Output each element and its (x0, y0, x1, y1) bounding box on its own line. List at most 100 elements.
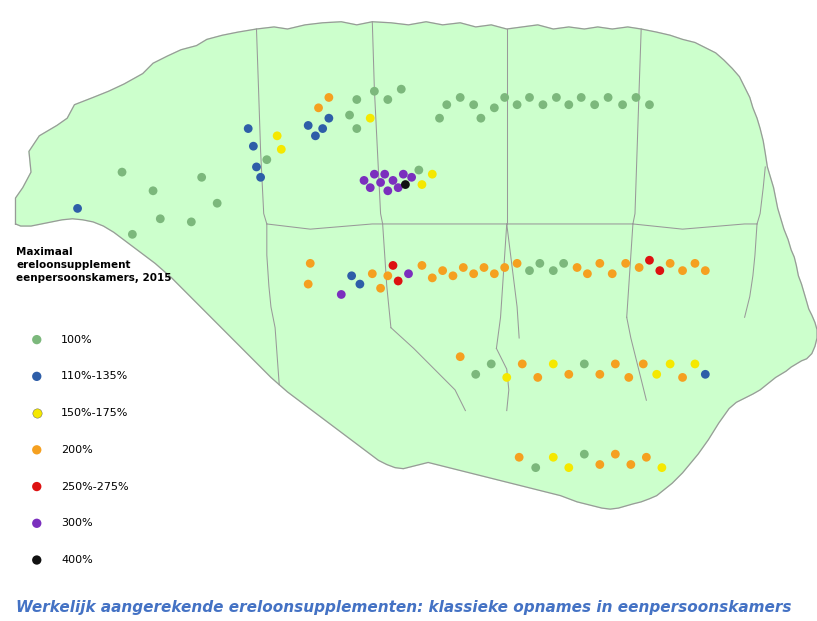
Point (547, 452, 560, 462)
Point (415, 260, 428, 270)
Point (676, 373, 689, 383)
Point (574, 93, 587, 102)
Point (650, 369, 663, 379)
Point (655, 463, 668, 473)
Point (378, 169, 391, 179)
Point (562, 463, 575, 473)
Text: Werkelijk aangerekende ereloonsupplementen: klassieke opnames in eenpersoonskame: Werkelijk aangerekende ereloonsupplement… (16, 600, 792, 615)
Point (354, 279, 367, 289)
Point (413, 165, 426, 175)
Polygon shape (16, 22, 817, 509)
Point (350, 94, 364, 104)
Point (629, 93, 642, 102)
Point (30, 445, 43, 455)
Point (457, 263, 470, 273)
Point (537, 100, 550, 110)
Point (498, 263, 511, 273)
Point (301, 279, 315, 289)
Point (382, 271, 395, 281)
Point (440, 100, 453, 110)
Point (374, 178, 387, 188)
Point (453, 93, 467, 102)
Point (405, 173, 418, 183)
Point (523, 266, 536, 276)
Text: 300%: 300% (61, 519, 93, 528)
Point (609, 449, 622, 459)
Point (382, 94, 395, 104)
Point (699, 369, 712, 379)
Point (304, 258, 317, 268)
Text: Maximaal
ereloonsupplement
eenpersoonskamers, 2015: Maximaal ereloonsupplement eenpersoonska… (16, 247, 172, 283)
Point (30, 335, 43, 345)
Point (477, 263, 490, 273)
Point (531, 373, 544, 383)
Point (605, 269, 618, 279)
Point (426, 273, 439, 283)
Point (663, 359, 676, 369)
Point (312, 103, 325, 113)
Point (484, 359, 498, 369)
Point (636, 359, 650, 369)
Point (415, 179, 428, 189)
Point (364, 113, 377, 123)
Point (30, 519, 43, 528)
Point (301, 120, 315, 130)
Point (30, 408, 43, 418)
Point (345, 271, 358, 281)
Point (623, 373, 636, 383)
Point (534, 258, 547, 268)
Point (242, 124, 255, 134)
Point (523, 93, 536, 102)
Point (593, 258, 606, 268)
Point (689, 258, 702, 268)
Point (511, 258, 524, 268)
Point (640, 452, 653, 462)
Point (488, 103, 501, 113)
Point (570, 263, 583, 273)
Point (395, 84, 408, 94)
Point (529, 463, 542, 473)
Point (624, 460, 637, 469)
Point (512, 452, 525, 462)
Point (30, 482, 43, 492)
Point (426, 169, 439, 179)
Point (254, 173, 267, 183)
Point (500, 373, 513, 383)
Point (358, 176, 371, 186)
Point (402, 269, 415, 279)
Point (609, 359, 622, 369)
Point (374, 283, 387, 293)
Point (588, 100, 601, 110)
Point (250, 162, 263, 172)
Point (366, 269, 379, 279)
Point (619, 258, 632, 268)
Point (676, 266, 689, 276)
Point (335, 289, 348, 299)
Point (71, 204, 84, 214)
Text: 250%-275%: 250%-275% (61, 481, 129, 492)
Point (578, 359, 591, 369)
Point (343, 110, 356, 120)
Point (30, 371, 43, 381)
Point (557, 258, 570, 268)
Point (399, 179, 412, 189)
Point (211, 198, 224, 208)
Point (185, 217, 198, 227)
Point (643, 100, 656, 110)
Point (126, 229, 139, 239)
Point (469, 369, 482, 379)
Point (316, 124, 329, 134)
Point (115, 167, 128, 177)
Point (382, 186, 395, 196)
Point (632, 263, 645, 273)
Point (446, 271, 459, 281)
Point (467, 269, 480, 279)
Point (516, 359, 529, 369)
Point (270, 131, 283, 141)
Point (578, 449, 591, 459)
Point (154, 214, 167, 224)
Point (391, 276, 404, 286)
Point (436, 266, 449, 276)
Point (323, 93, 336, 102)
Point (275, 144, 288, 154)
